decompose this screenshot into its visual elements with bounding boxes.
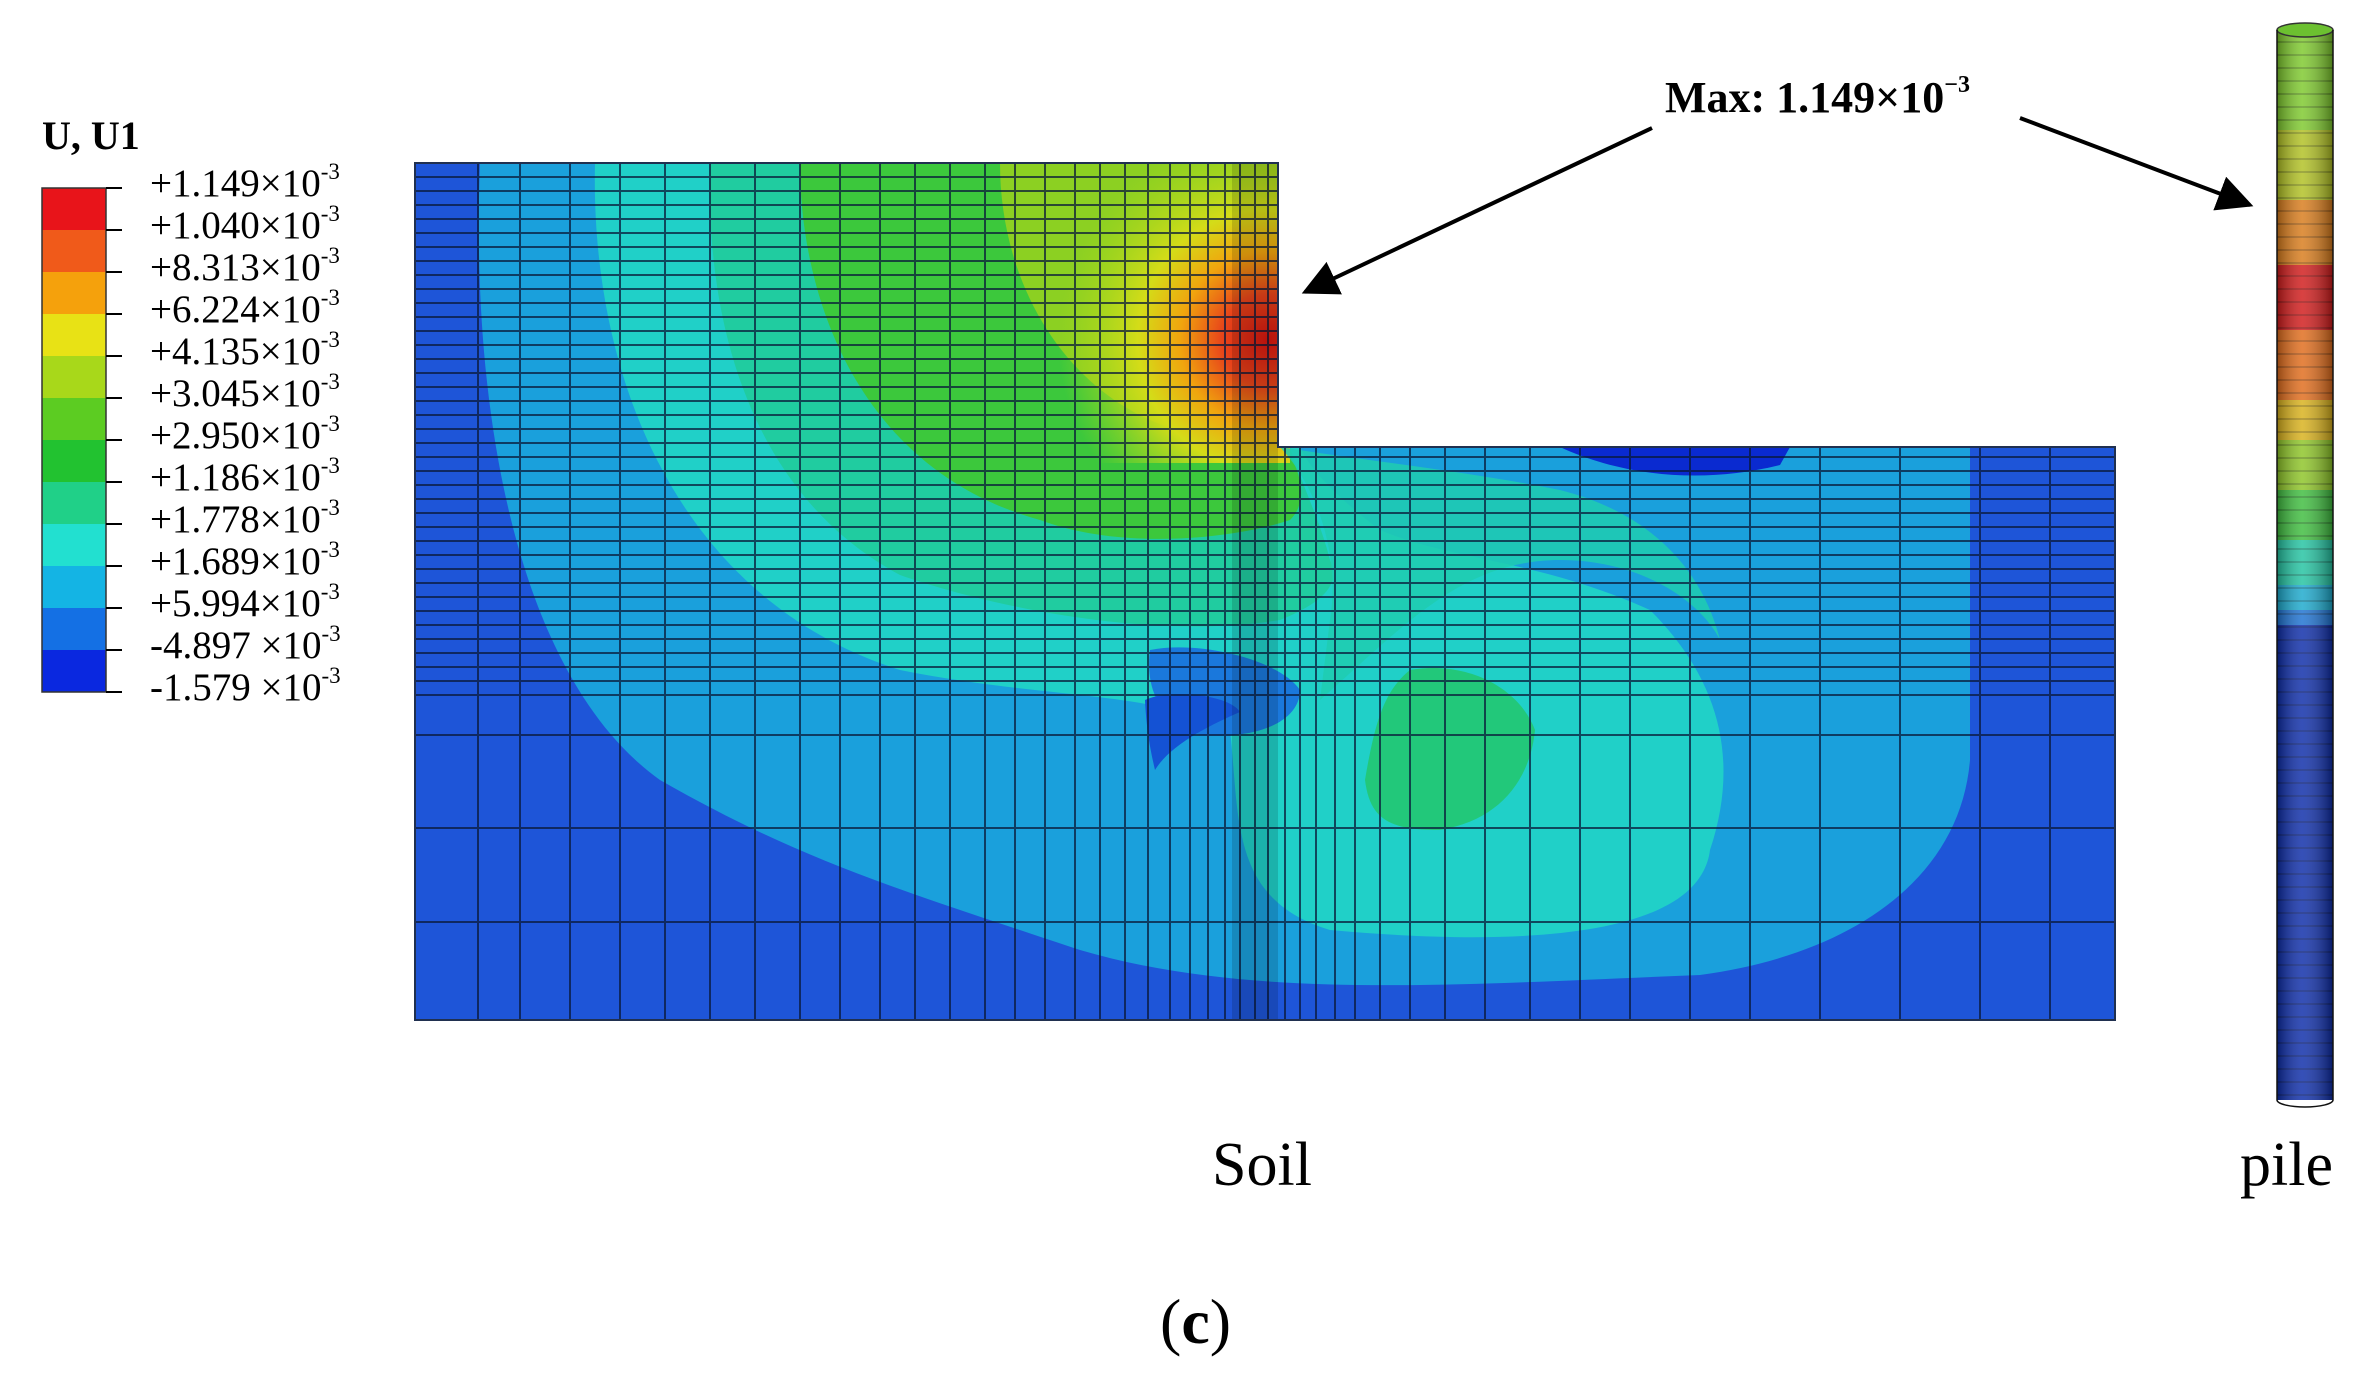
caption-open: ( (1160, 1286, 1182, 1357)
contour-green-pocket (1365, 668, 1535, 830)
legend-label: +2.950×10-3 (150, 411, 340, 457)
legend-swatch (42, 230, 106, 272)
contour-top-dark (1560, 447, 1790, 476)
legend-label: -1.579 ×10-3 (150, 663, 341, 709)
legend-swatch (42, 608, 106, 650)
legend-swatch (42, 440, 106, 482)
max-arrow-soil (1301, 126, 1653, 295)
legend-label: +6.224×10-3 (150, 285, 340, 331)
figure-caption: (c) (1160, 1285, 1231, 1359)
legend-colorbar (41, 187, 122, 693)
legend-label: +8.313×10-3 (150, 243, 340, 289)
contour-light-lobe (1280, 447, 1720, 700)
max-text: Max: 1.149×10 (1665, 73, 1945, 122)
max-annotation: Max: 1.149×10−3 (1665, 72, 1970, 123)
pile-label: pile (2240, 1131, 2333, 1199)
legend-label: +4.135×10-3 (150, 327, 340, 373)
max-exponent: −3 (1944, 72, 1970, 98)
legend-swatch (42, 566, 106, 608)
embedded-pile-strip (1232, 163, 1278, 1020)
legend-label: +1.689×10-3 (150, 537, 340, 583)
legend-label: +1.186×10-3 (150, 453, 340, 499)
caption-letter: c (1181, 1286, 1210, 1357)
legend-swatch (42, 524, 106, 566)
legend-swatch (42, 398, 106, 440)
legend-swatch (42, 314, 106, 356)
pile-model (2276, 22, 2334, 1108)
contour-dark-pocket (1145, 693, 1240, 770)
legend-swatch (42, 650, 106, 692)
legend-swatch (42, 482, 106, 524)
legend-swatch (42, 356, 106, 398)
legend-label: -4.897 ×10-3 (150, 621, 341, 667)
legend-title: U, U1 (42, 113, 140, 158)
legend-label: +1.778×10-3 (150, 495, 340, 541)
legend-swatch (42, 272, 106, 314)
legend-label: +1.149×10-3 (150, 159, 340, 205)
soil-label: Soil (1212, 1131, 1312, 1199)
max-arrow-pile (2019, 116, 2254, 211)
legend-swatch (42, 188, 106, 230)
caption-close: ) (1209, 1286, 1232, 1357)
legend-label: +5.994×10-3 (150, 579, 340, 625)
legend-label: +1.040×10-3 (150, 201, 340, 247)
legend-label: +3.045×10-3 (150, 369, 340, 415)
